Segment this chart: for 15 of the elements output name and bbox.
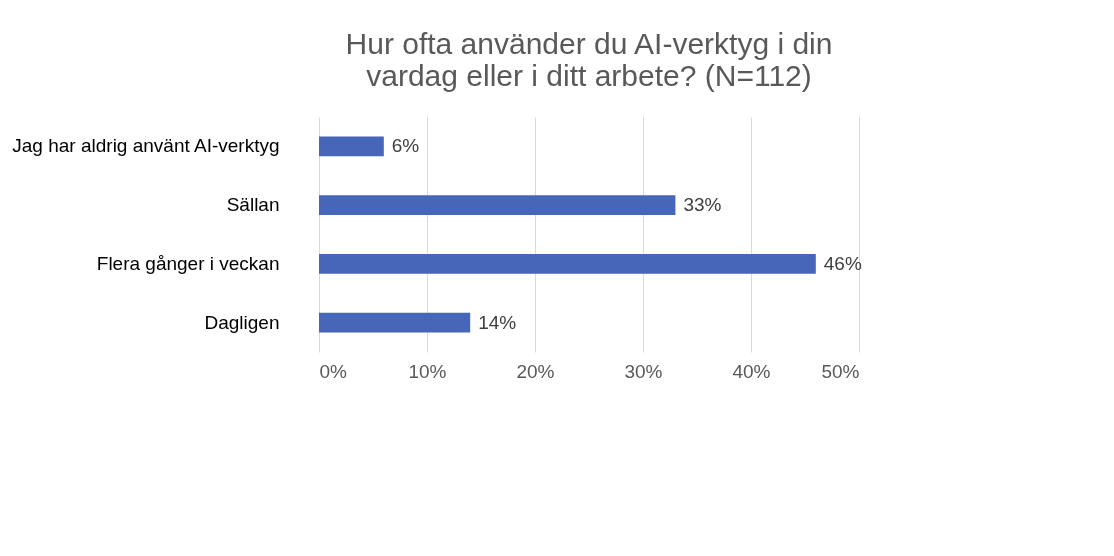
- data-label: 46%: [823, 252, 862, 274]
- x-tick-label: 40%: [732, 360, 771, 382]
- y-tick-label: Sällan: [226, 194, 280, 216]
- data-label: 6%: [391, 135, 420, 157]
- y-tick-label: Jag har aldrig använt AI-verktyg: [12, 135, 280, 157]
- y-tick-label: Dagligen: [204, 311, 280, 333]
- x-tick-label: 30%: [624, 360, 663, 382]
- x-tick-label: 0%: [319, 360, 348, 382]
- x-tick-label: 10%: [408, 360, 447, 382]
- data-label: 14%: [478, 311, 517, 333]
- x-tick-label: 20%: [516, 360, 555, 382]
- y-tick-label: Flera gånger i veckan: [96, 252, 280, 274]
- chart-title: Hur ofta använder du AI-verktyg i din vardag eller i ditt arbete? (N=112): [345, 27, 833, 92]
- data-label: 33%: [683, 194, 722, 216]
- x-tick-label: 50%: [821, 360, 860, 382]
